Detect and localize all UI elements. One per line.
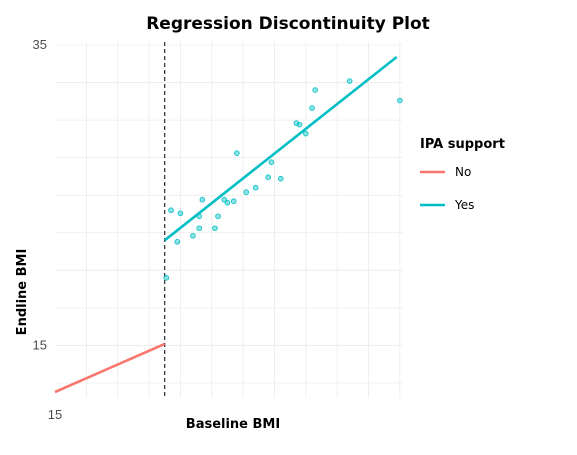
data-point: [174, 238, 181, 245]
legend-entries: No Yes: [420, 165, 474, 212]
y-axis-title: Endline BMI: [15, 249, 30, 336]
data-point: [296, 121, 303, 128]
data-point: [303, 130, 309, 137]
data-point: [309, 105, 315, 111]
data-point: [199, 196, 206, 203]
data-point: [230, 198, 237, 205]
data-point: [224, 199, 231, 206]
data-point: [215, 213, 221, 220]
data-point: [196, 225, 203, 232]
grid-layer: [55, 42, 403, 398]
x-tick-label: 15: [48, 407, 62, 422]
fit-line-no: [54, 342, 166, 394]
ticks-layer: 15 35 15: [33, 37, 63, 422]
data-point: [168, 207, 174, 214]
data-point: [346, 78, 353, 84]
data-point: [243, 189, 250, 196]
data-point: [252, 184, 259, 191]
y-tick-label: 15: [33, 337, 47, 352]
data-point: [265, 174, 271, 180]
data-point: [234, 150, 240, 156]
chart-title: Regression Discontinuity Plot: [146, 14, 430, 34]
data-point: [397, 97, 403, 104]
legend-label-yes: Yes: [454, 198, 474, 212]
fit-line-yes: [163, 55, 398, 242]
data-point: [163, 275, 170, 281]
legend: IPA support No Yes: [420, 137, 505, 212]
data-point: [277, 175, 284, 182]
data-point: [177, 210, 184, 217]
data-point: [212, 225, 218, 232]
data-point: [190, 232, 196, 239]
legend-label-no: No: [455, 165, 471, 179]
x-axis-title: Baseline BMI: [186, 417, 280, 432]
legend-title: IPA support: [420, 137, 505, 152]
series-layer: [54, 55, 403, 394]
y-tick-label: 35: [33, 37, 47, 52]
data-point: [268, 159, 275, 165]
data-point: [293, 120, 300, 126]
data-point: [196, 213, 203, 220]
data-point: [312, 87, 319, 93]
